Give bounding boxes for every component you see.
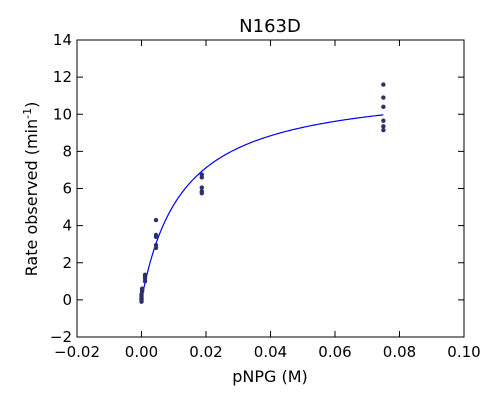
y-tick-label: 8 xyxy=(62,142,72,160)
x-tick-label: 0.08 xyxy=(383,343,416,361)
data-point xyxy=(381,104,386,110)
y-axis-ticks: −2 0 2 4 6 8 10 12 14 xyxy=(50,31,464,346)
data-point xyxy=(153,242,159,248)
data-point xyxy=(199,172,205,177)
data-point xyxy=(381,82,386,87)
fit-curve-group xyxy=(140,114,384,300)
x-tick-label: −0.02 xyxy=(54,343,100,361)
y-tick-label: −2 xyxy=(50,328,72,346)
x-axis-ticks: −0.02 0.00 0.02 0.04 0.06 0.08 0.10 xyxy=(54,40,481,361)
x-tick-label: 0.04 xyxy=(254,343,287,361)
x-axis-label: pNPG (M) xyxy=(232,367,308,386)
axes-frame xyxy=(76,39,465,338)
x-tick-label: 0.02 xyxy=(189,343,222,361)
data-point xyxy=(381,124,386,129)
x-tick-label: 0.10 xyxy=(447,343,480,361)
data-point xyxy=(139,286,145,291)
y-tick-label: 6 xyxy=(62,180,72,198)
y-tick-label: 2 xyxy=(62,254,72,272)
data-point xyxy=(199,189,205,194)
data-points-group xyxy=(139,82,386,304)
data-point xyxy=(381,118,386,123)
y-axis-label: Rate observed (min-1) xyxy=(21,102,41,277)
y-tick-label: 4 xyxy=(62,217,72,235)
y-axis-label-close: ) xyxy=(22,102,41,108)
y-axis-label-text: Rate observed (min xyxy=(22,119,41,276)
y-tick-label: 10 xyxy=(53,105,72,123)
x-tick-label: 0.00 xyxy=(125,343,158,361)
x-tick-label: 0.06 xyxy=(318,343,351,361)
y-tick-label: 0 xyxy=(62,291,72,309)
data-point xyxy=(199,185,205,190)
data-point xyxy=(381,127,386,133)
y-axis-label-superscript: -1 xyxy=(21,108,34,119)
data-point xyxy=(153,232,159,238)
data-point xyxy=(153,217,159,223)
data-point xyxy=(142,272,148,278)
data-point xyxy=(381,95,386,100)
y-tick-label: 14 xyxy=(53,31,72,49)
chart-title: N163D xyxy=(239,16,301,37)
fit-curve-line xyxy=(140,114,384,300)
y-tick-label: 12 xyxy=(53,68,72,86)
